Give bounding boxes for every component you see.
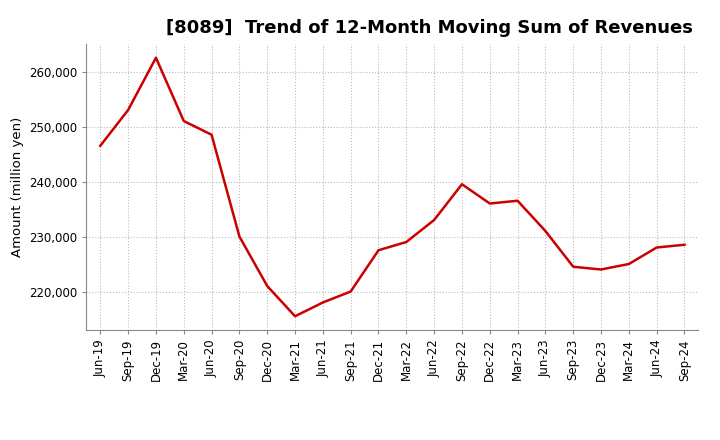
Text: [8089]  Trend of 12-Month Moving Sum of Revenues: [8089] Trend of 12-Month Moving Sum of R… — [166, 19, 693, 37]
Y-axis label: Amount (million yen): Amount (million yen) — [11, 117, 24, 257]
